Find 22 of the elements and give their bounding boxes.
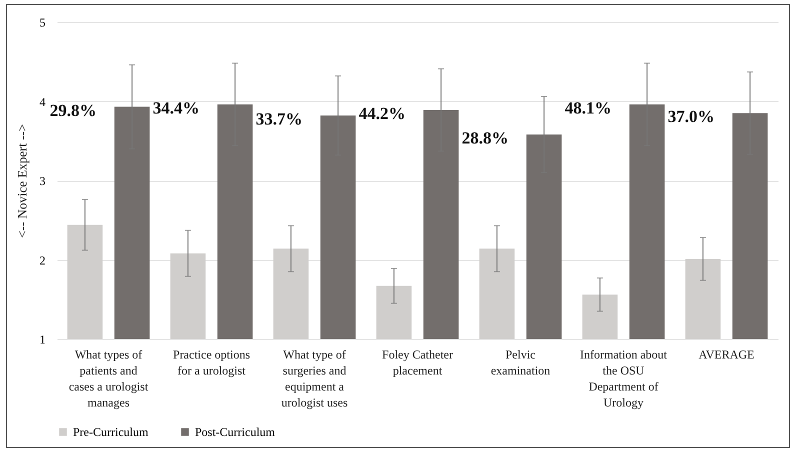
y-axis-title: <-- Novice Expert -->: [14, 124, 30, 238]
x-tick-label: What type of surgeries and equipment a urologist uses: [281, 348, 348, 410]
y-tick-label: 2: [40, 253, 46, 268]
legend-label: Pre-Curriculum: [73, 425, 149, 439]
annotation: 44.2%: [358, 104, 406, 123]
annotation: 29.8%: [50, 100, 96, 120]
x-tick-label: What types of patients and cases a urologist manages: [68, 348, 149, 410]
x-tick-label: Practice options for a urologist: [173, 348, 250, 378]
y-tick-label: 3: [40, 174, 46, 188]
y-tick-label: 5: [40, 16, 46, 30]
x-tick-label: Pelvic examination: [490, 348, 550, 378]
annotation: 34.4%: [152, 98, 200, 118]
annotation: 48.1%: [564, 98, 612, 118]
x-tick-label: Foley Catheter placement: [382, 348, 453, 378]
y-tick-label: 4: [40, 94, 46, 109]
annotation: 37.0%: [668, 107, 714, 126]
x-tick-label: Information about the OSU Department of Urology: [580, 348, 668, 410]
x-tick-label: AVERAGE: [698, 348, 754, 362]
annotation: 28.8%: [462, 128, 508, 148]
annotation: 33.7%: [256, 110, 302, 129]
y-tick-label: 1: [40, 332, 46, 346]
legend-label: Post-Curriculum: [195, 425, 276, 439]
